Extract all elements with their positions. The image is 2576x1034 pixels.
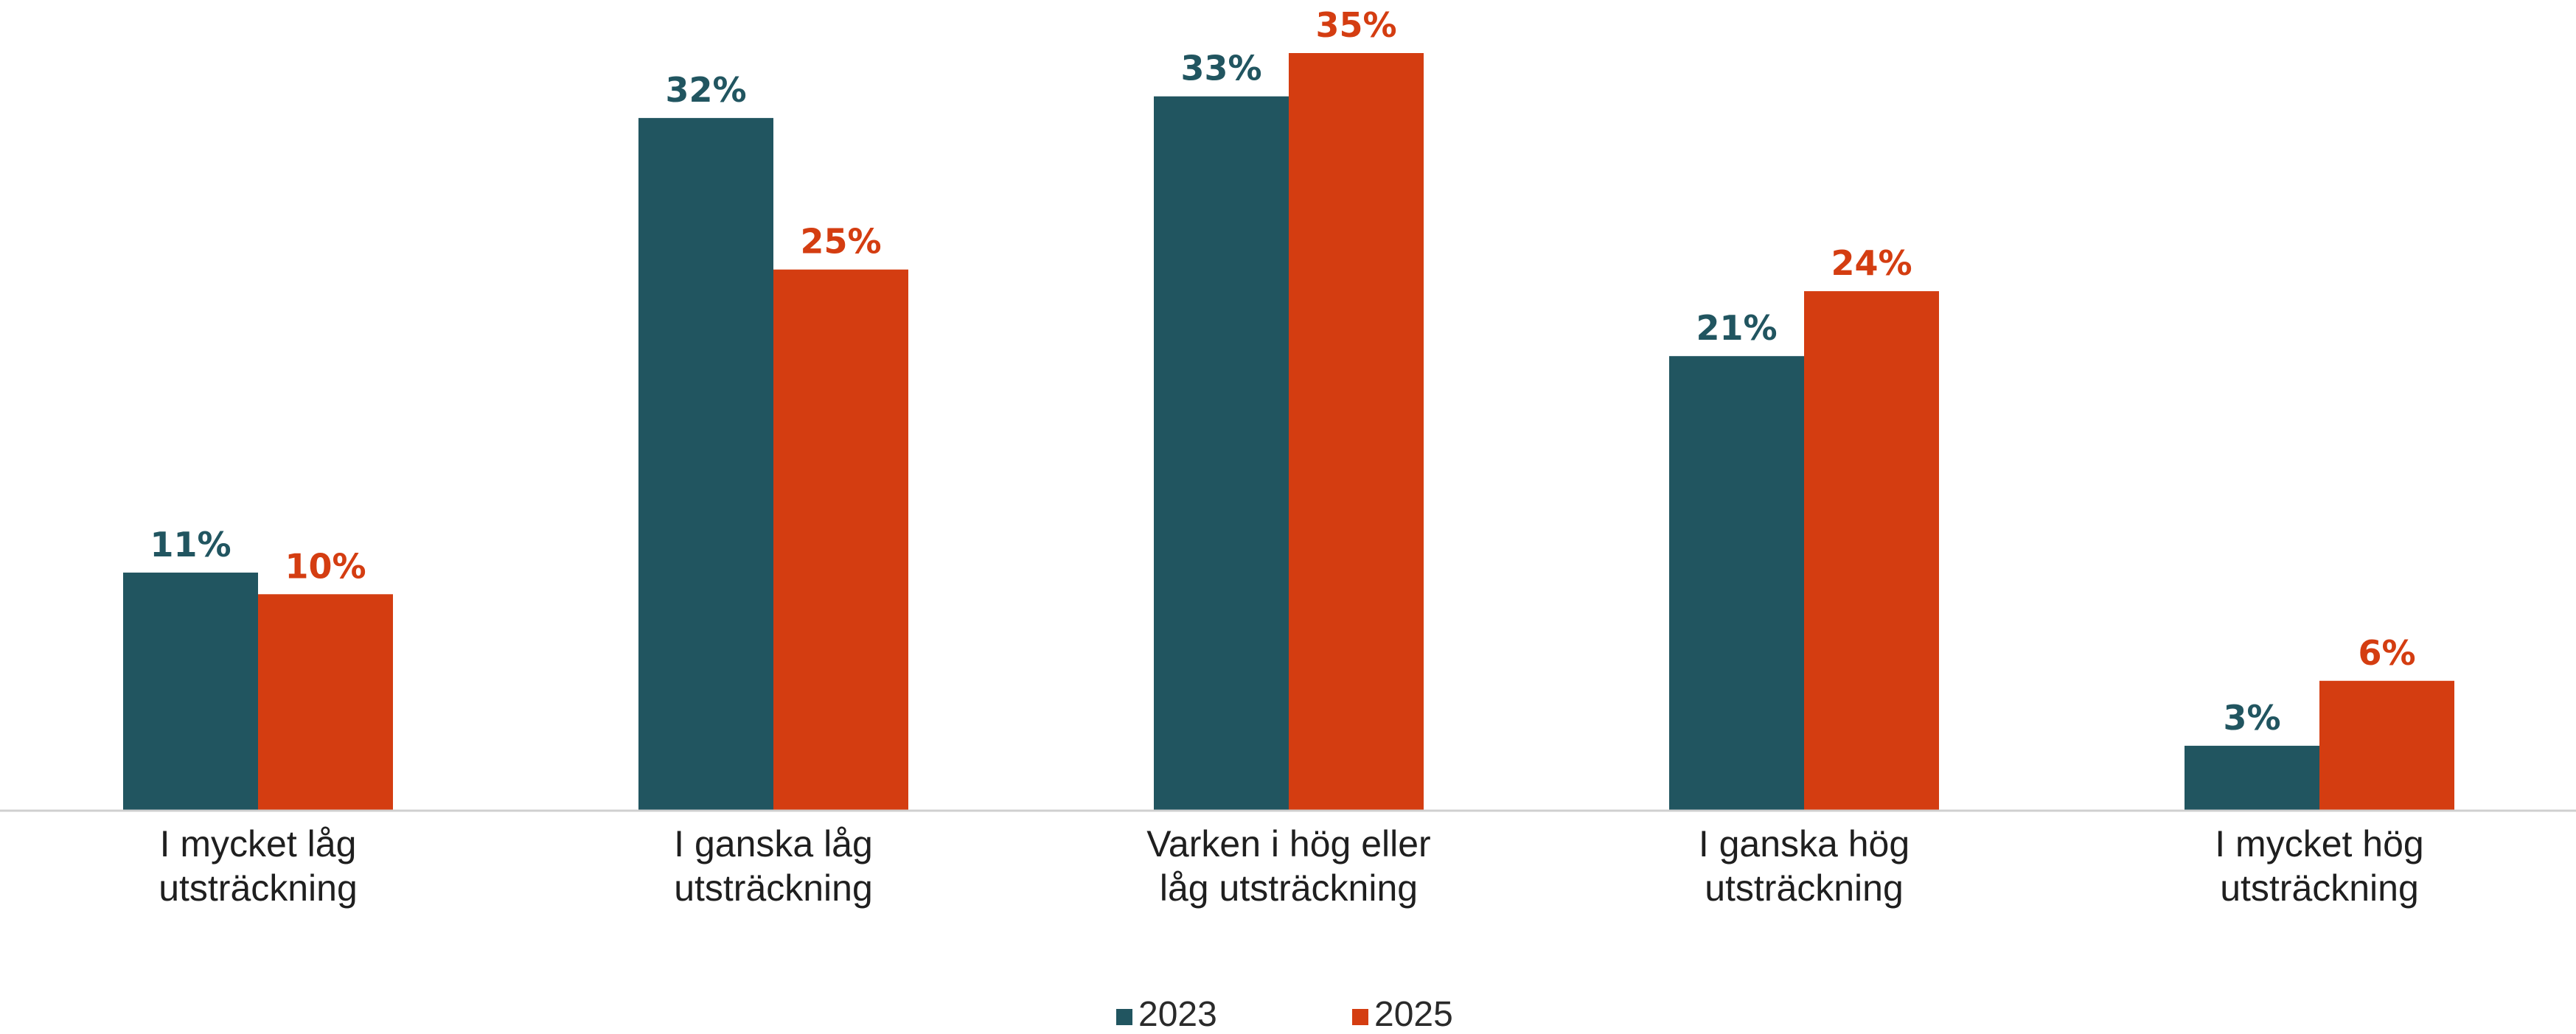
category-label-2: Varken i hög eller låg utsträckning <box>1146 823 1430 909</box>
value-label-2023-3: 21% <box>1696 308 1777 348</box>
category-label-4: I mycket hög utsträckning <box>2215 823 2423 909</box>
bar-2023-1 <box>638 118 773 811</box>
legend-swatch-2025 <box>1352 1009 1368 1025</box>
category-label-line: låg utsträckning <box>1160 867 1418 909</box>
legend-label-2023: 2023 <box>1138 995 1217 1034</box>
category-label-line: I ganska låg <box>674 823 873 864</box>
category-label-1: I ganska låg utsträckning <box>674 823 873 909</box>
value-label-2025-1: 25% <box>800 222 881 262</box>
value-label-2023-1: 32% <box>665 70 746 110</box>
value-label-2025-4: 6% <box>2358 633 2415 673</box>
legend-swatch-2023 <box>1116 1009 1132 1025</box>
category-label-line: utsträckning <box>1705 867 1904 909</box>
bar-2023-4 <box>2185 745 2319 811</box>
bar-2023-2 <box>1154 96 1289 811</box>
category-label-line: I mycket hög <box>2215 823 2423 864</box>
value-label-2023-2: 33% <box>1180 49 1261 88</box>
category-label-line: utsträckning <box>2220 867 2419 909</box>
bar-2023-0 <box>123 572 258 811</box>
value-label-2025-2: 35% <box>1315 5 1396 45</box>
category-label-line: utsträckning <box>674 867 873 909</box>
category-label-line: utsträckning <box>159 867 358 909</box>
category-label-0: I mycket låg utsträckning <box>159 823 358 909</box>
bar-2025-1 <box>773 269 908 811</box>
bar-2025-2 <box>1289 53 1424 811</box>
value-label-2025-3: 24% <box>1831 243 1912 283</box>
category-label-3: I ganska hög utsträckning <box>1699 823 1910 909</box>
category-label-line: I mycket låg <box>160 823 357 864</box>
value-labels-layer: 11% 10% 32% 25% 33% 35% 21% 24% 3% 6% <box>150 5 2415 738</box>
bar-2023-3 <box>1669 356 1804 811</box>
bar-2025-0 <box>258 594 393 811</box>
value-label-2023-4: 3% <box>2223 698 2280 738</box>
bar-2025-3 <box>1804 291 1939 811</box>
value-label-2023-0: 11% <box>150 525 231 565</box>
legend-label-2025: 2025 <box>1374 995 1453 1034</box>
bar-2025-4 <box>2319 680 2454 811</box>
value-label-2025-0: 10% <box>285 546 366 586</box>
category-label-line: Varken i hög eller <box>1146 823 1430 864</box>
category-label-line: I ganska hög <box>1699 823 1910 864</box>
bars-layer <box>123 53 2454 811</box>
legend: 2023 2025 <box>1116 995 1453 1034</box>
